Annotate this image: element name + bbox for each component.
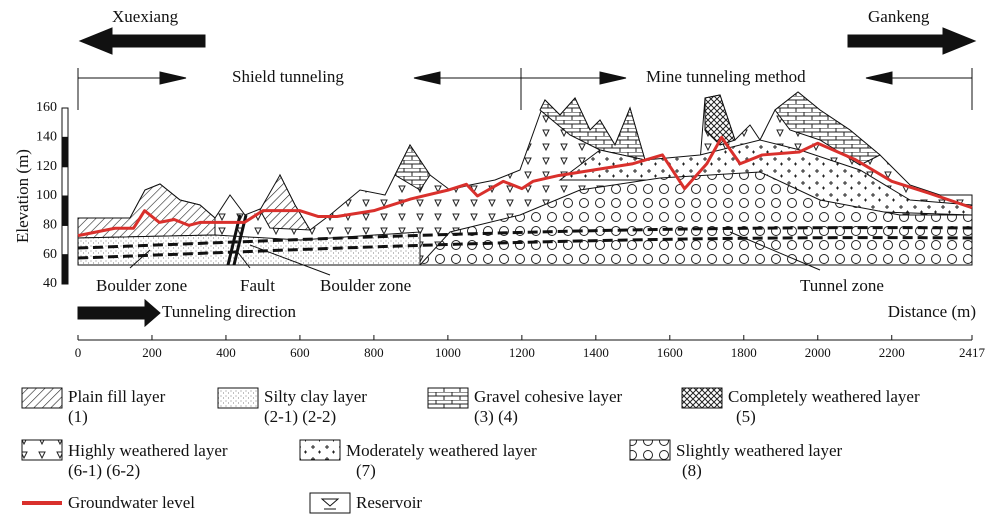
- arrow: [847, 27, 977, 55]
- x-tick-label: 600: [290, 345, 310, 360]
- y-tick-label: 140: [36, 130, 57, 145]
- legend-code: (6-1) (6-2): [68, 461, 140, 480]
- reservoir-icon: [320, 498, 340, 510]
- legend-label: Moderately weathered layer: [346, 441, 537, 460]
- x-tick-label: 0: [75, 345, 82, 360]
- y-tick-label: 100: [36, 188, 57, 203]
- leader: [129, 249, 151, 269]
- y-axis-label: Elevation (m): [13, 149, 32, 243]
- y-tick-label: 80: [43, 218, 57, 233]
- annotation: Boulder zone: [320, 276, 411, 295]
- direction-label: Gankeng: [868, 7, 930, 26]
- x-tick-label: 1000: [435, 345, 461, 360]
- scale-bar: [61, 166, 69, 197]
- tunnel-line: [77, 226, 973, 250]
- tunneling-label: Tunneling direction: [162, 302, 296, 321]
- silty: [77, 231, 421, 266]
- annotation: Fault: [240, 276, 275, 295]
- legend-code: (7): [356, 461, 376, 480]
- arrow: [159, 71, 187, 85]
- top-fill: [394, 144, 431, 191]
- legend-swatch: [629, 439, 671, 461]
- arrow: [599, 71, 627, 85]
- y-tick-label: 120: [36, 159, 57, 174]
- legend-label: Groundwater level: [68, 493, 195, 512]
- annotation: Boulder zone: [96, 276, 187, 295]
- terrain: [77, 91, 973, 276]
- x-tick-label: 800: [364, 345, 384, 360]
- x-tick-label: 1200: [509, 345, 535, 360]
- arrow: [865, 71, 893, 85]
- top-fill: [704, 94, 736, 146]
- top-fill: [774, 91, 881, 166]
- legend-swatch: [309, 492, 351, 514]
- top-fill: [539, 97, 646, 161]
- legend-swatch: [681, 387, 723, 409]
- legend-label: Gravel cohesive layer: [474, 387, 623, 406]
- legend-code: (8): [682, 461, 702, 480]
- x-tick-label: 400: [216, 345, 236, 360]
- legend-swatch: [217, 387, 259, 409]
- arrow: [413, 71, 441, 85]
- scale-bar: [61, 224, 69, 256]
- scale-bar: [61, 107, 69, 138]
- x-tick-label: 2200: [879, 345, 905, 360]
- legend-label: Completely weathered layer: [728, 387, 920, 406]
- legend-label: Slightly weathered layer: [676, 441, 843, 460]
- leader: [729, 231, 821, 271]
- x-axis-label: Distance (m): [888, 302, 976, 321]
- legend-swatch: [299, 439, 341, 461]
- legend-swatch: [21, 439, 63, 461]
- x-tick-label: 2000: [805, 345, 831, 360]
- legend-code: (5): [736, 407, 756, 426]
- top-fill: [259, 173, 311, 231]
- x-tick-label: 2417: [959, 345, 986, 360]
- legend-swatch: [427, 387, 469, 409]
- groundwater-line: [77, 135, 973, 238]
- legend-code: (3) (4): [474, 407, 518, 426]
- legend-label: Silty clay layer: [264, 387, 367, 406]
- arrow: [78, 27, 206, 55]
- legend-label: Plain fill layer: [68, 387, 166, 406]
- leader: [235, 249, 251, 269]
- section-label: Mine tunneling method: [646, 67, 806, 86]
- x-tick-label: 1800: [731, 345, 757, 360]
- direction-arrows: [77, 27, 977, 328]
- legend: [21, 387, 723, 514]
- y-tick-label: 160: [36, 100, 57, 115]
- legend-label: Reservoir: [356, 493, 422, 512]
- section-label: Shield tunneling: [232, 67, 344, 86]
- legend-label: Highly weathered layer: [68, 441, 228, 460]
- leader: [249, 244, 331, 276]
- arrow: [77, 298, 161, 328]
- scale-bar: [61, 136, 69, 168]
- tunnel-line: [77, 236, 973, 260]
- legend-swatch: [21, 387, 63, 409]
- y-tick-label: 60: [43, 247, 57, 262]
- scale-bar: [61, 254, 69, 285]
- scale-bar: [61, 195, 69, 226]
- x-tick-label: 1600: [657, 345, 683, 360]
- x-tick-label: 1400: [583, 345, 609, 360]
- direction-label: Xuexiang: [112, 7, 179, 26]
- y-tick-label: 40: [43, 276, 57, 291]
- annotation: Tunnel zone: [800, 276, 884, 295]
- legend-code: (1): [68, 407, 88, 426]
- x-tick-label: 200: [142, 345, 162, 360]
- legend-code: (2-1) (2-2): [264, 407, 336, 426]
